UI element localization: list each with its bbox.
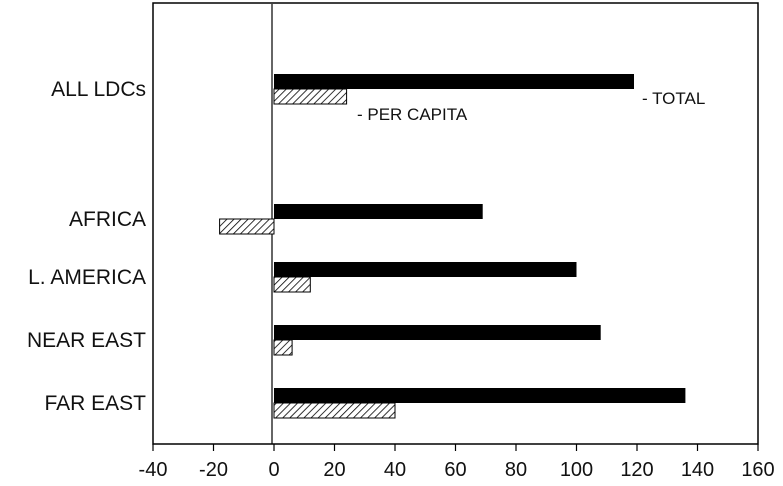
x-tick-label: 120 (620, 459, 653, 481)
x-tick-label: -40 (139, 459, 168, 481)
legend-per-capita-label: - PER CAPITA (357, 105, 468, 124)
x-tick-label: 40 (384, 459, 406, 481)
bar-total-africa (274, 204, 483, 219)
category-label-l-america: L. AMERICA (28, 266, 146, 289)
x-tick-label: 20 (323, 459, 345, 481)
category-labels: ALL LDCs AFRICA L. AMERICA NEAR EAST FAR EAS… (27, 78, 146, 415)
x-tick-label: -20 (199, 459, 228, 481)
x-tick-label: 60 (444, 459, 466, 481)
x-tick-label: 140 (681, 459, 714, 481)
x-tick-label: 160 (741, 459, 774, 481)
bar-total-far-east (274, 388, 686, 403)
bar-total-near-east (274, 325, 601, 340)
category-label-africa: AFRICA (69, 208, 146, 231)
bar-per-capita-africa (219, 218, 275, 235)
category-label-all-ldcs: ALL LDCs (51, 78, 146, 101)
x-axis-ticks: -40 -20 0 20 40 60 80 100 120 140 160 (139, 444, 775, 481)
bar-total-l-america (274, 262, 577, 277)
category-label-near-east: NEAR EAST (27, 329, 146, 352)
bar-per-capita-all-ldcs (273, 88, 348, 105)
x-tick-label: 0 (268, 459, 279, 481)
x-tick-label: 100 (560, 459, 593, 481)
bar-per-capita-far-east (273, 402, 396, 419)
bar-per-capita-near-east (273, 339, 293, 356)
category-label-far-east: FAR EAST (44, 392, 146, 415)
bar-total-all-ldcs (274, 74, 634, 89)
bars-group (219, 74, 686, 419)
bar-per-capita-l-america (273, 276, 311, 293)
x-tick-label: 80 (505, 459, 527, 481)
legend-total-label: - TOTAL (642, 89, 705, 108)
